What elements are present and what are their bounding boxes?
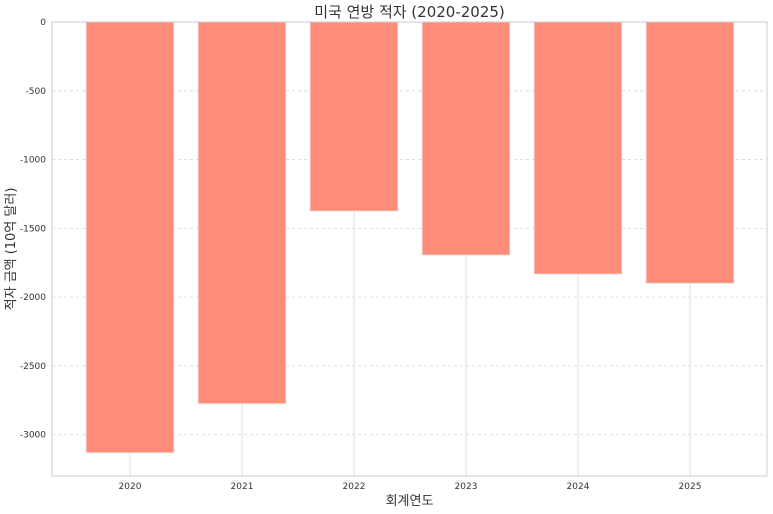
y-tick-labels: 0 -500 -1000 -1500 -2000 -2500 -3000 [20,18,46,441]
bar-2020 [85,21,175,454]
x-tick-label: 2021 [231,482,254,492]
x-tick-label: 2023 [455,482,478,492]
y-axis-label: 적자 금액 (10억 달러) [4,188,19,311]
plot-frame [51,21,768,477]
x-tick-labels: 2020 2021 2022 2023 2024 2025 [119,482,702,492]
y-tick-label: -1500 [20,224,46,234]
bar-2024 [533,21,623,275]
y-tick-label: 0 [40,18,46,28]
bar-2025 [645,21,735,284]
y-tick-label: -2000 [20,293,46,303]
bar-2023 [421,21,511,256]
x-tick-label: 2022 [343,482,366,492]
y-tick-label: -500 [26,87,47,97]
bar-2021 [197,21,287,405]
bar-layer [85,21,735,454]
x-tick-label: 2020 [119,482,142,492]
x-axis-label: 회계연도 [386,494,434,509]
chart-title: 미국 연방 적자 (2020-2025) [314,3,505,21]
x-tick-label: 2025 [679,482,702,492]
bar-2022 [309,21,399,212]
y-tick-label: -2500 [20,362,46,372]
y-tick-label: -1000 [20,156,46,166]
x-tick-label: 2024 [567,482,590,492]
y-tick-label: -3000 [20,431,46,441]
